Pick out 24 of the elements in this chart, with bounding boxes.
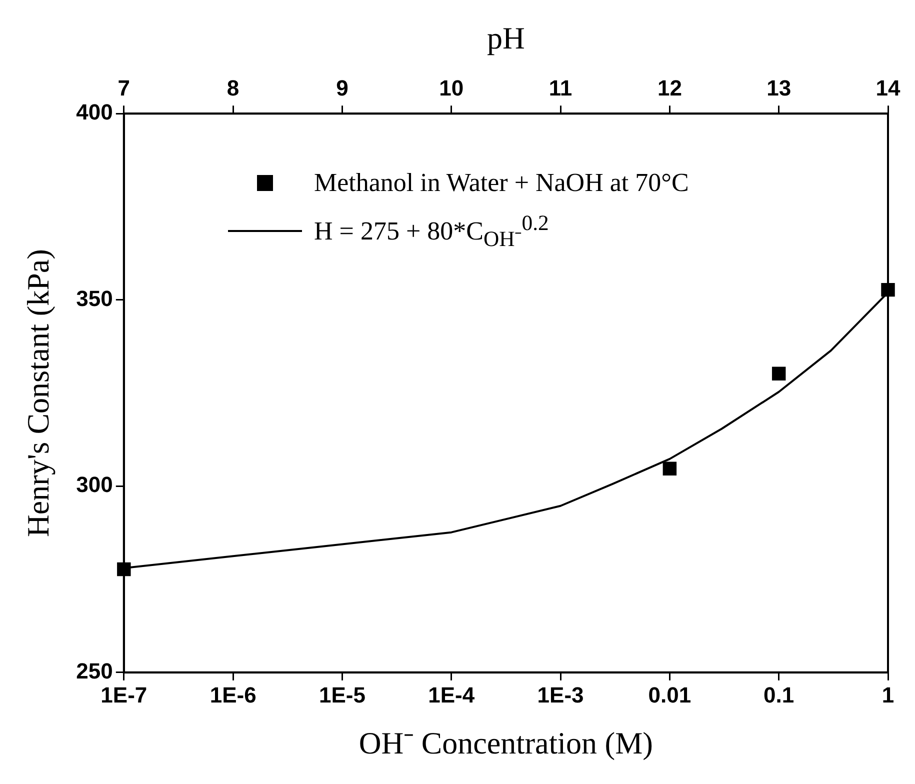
x2-tick-label: 13: [766, 75, 792, 100]
x2-tick-label: 14: [876, 75, 901, 100]
x-tick-label: 1E-7: [100, 682, 148, 708]
x-tick-label: 1E-3: [537, 682, 584, 708]
y-tick-label: 250: [76, 658, 113, 684]
y-tick-label: 400: [76, 100, 113, 125]
legend-label: Methanol in Water + NaOH at 70°C: [314, 167, 689, 199]
x2-tick-label: 9: [336, 75, 348, 100]
x2-tick-label: 10: [439, 75, 464, 100]
x-tick-label: 1E-5: [318, 682, 366, 708]
x2-tick-label: 7: [118, 75, 130, 100]
y-axis-title: Henry's Constant (kPa): [20, 249, 56, 537]
x2-axis-title: pH: [487, 20, 525, 56]
y-tick-label: 300: [76, 472, 113, 498]
x-tick-label: 1: [882, 682, 894, 708]
x-tick-label: 1E-6: [210, 682, 256, 708]
x-tick-label: 1E-4: [428, 682, 476, 708]
x-axis-title: OH⁻ Concentration (M): [358, 726, 654, 761]
y-tick-label: 350: [76, 286, 113, 311]
x2-tick-label: 12: [657, 75, 682, 100]
x-tick-label: 0.01: [648, 682, 692, 708]
x-tick-label: 0.1: [764, 682, 794, 708]
x2-tick-label: 11: [548, 75, 572, 100]
x2-tick-label: 8: [226, 75, 240, 100]
